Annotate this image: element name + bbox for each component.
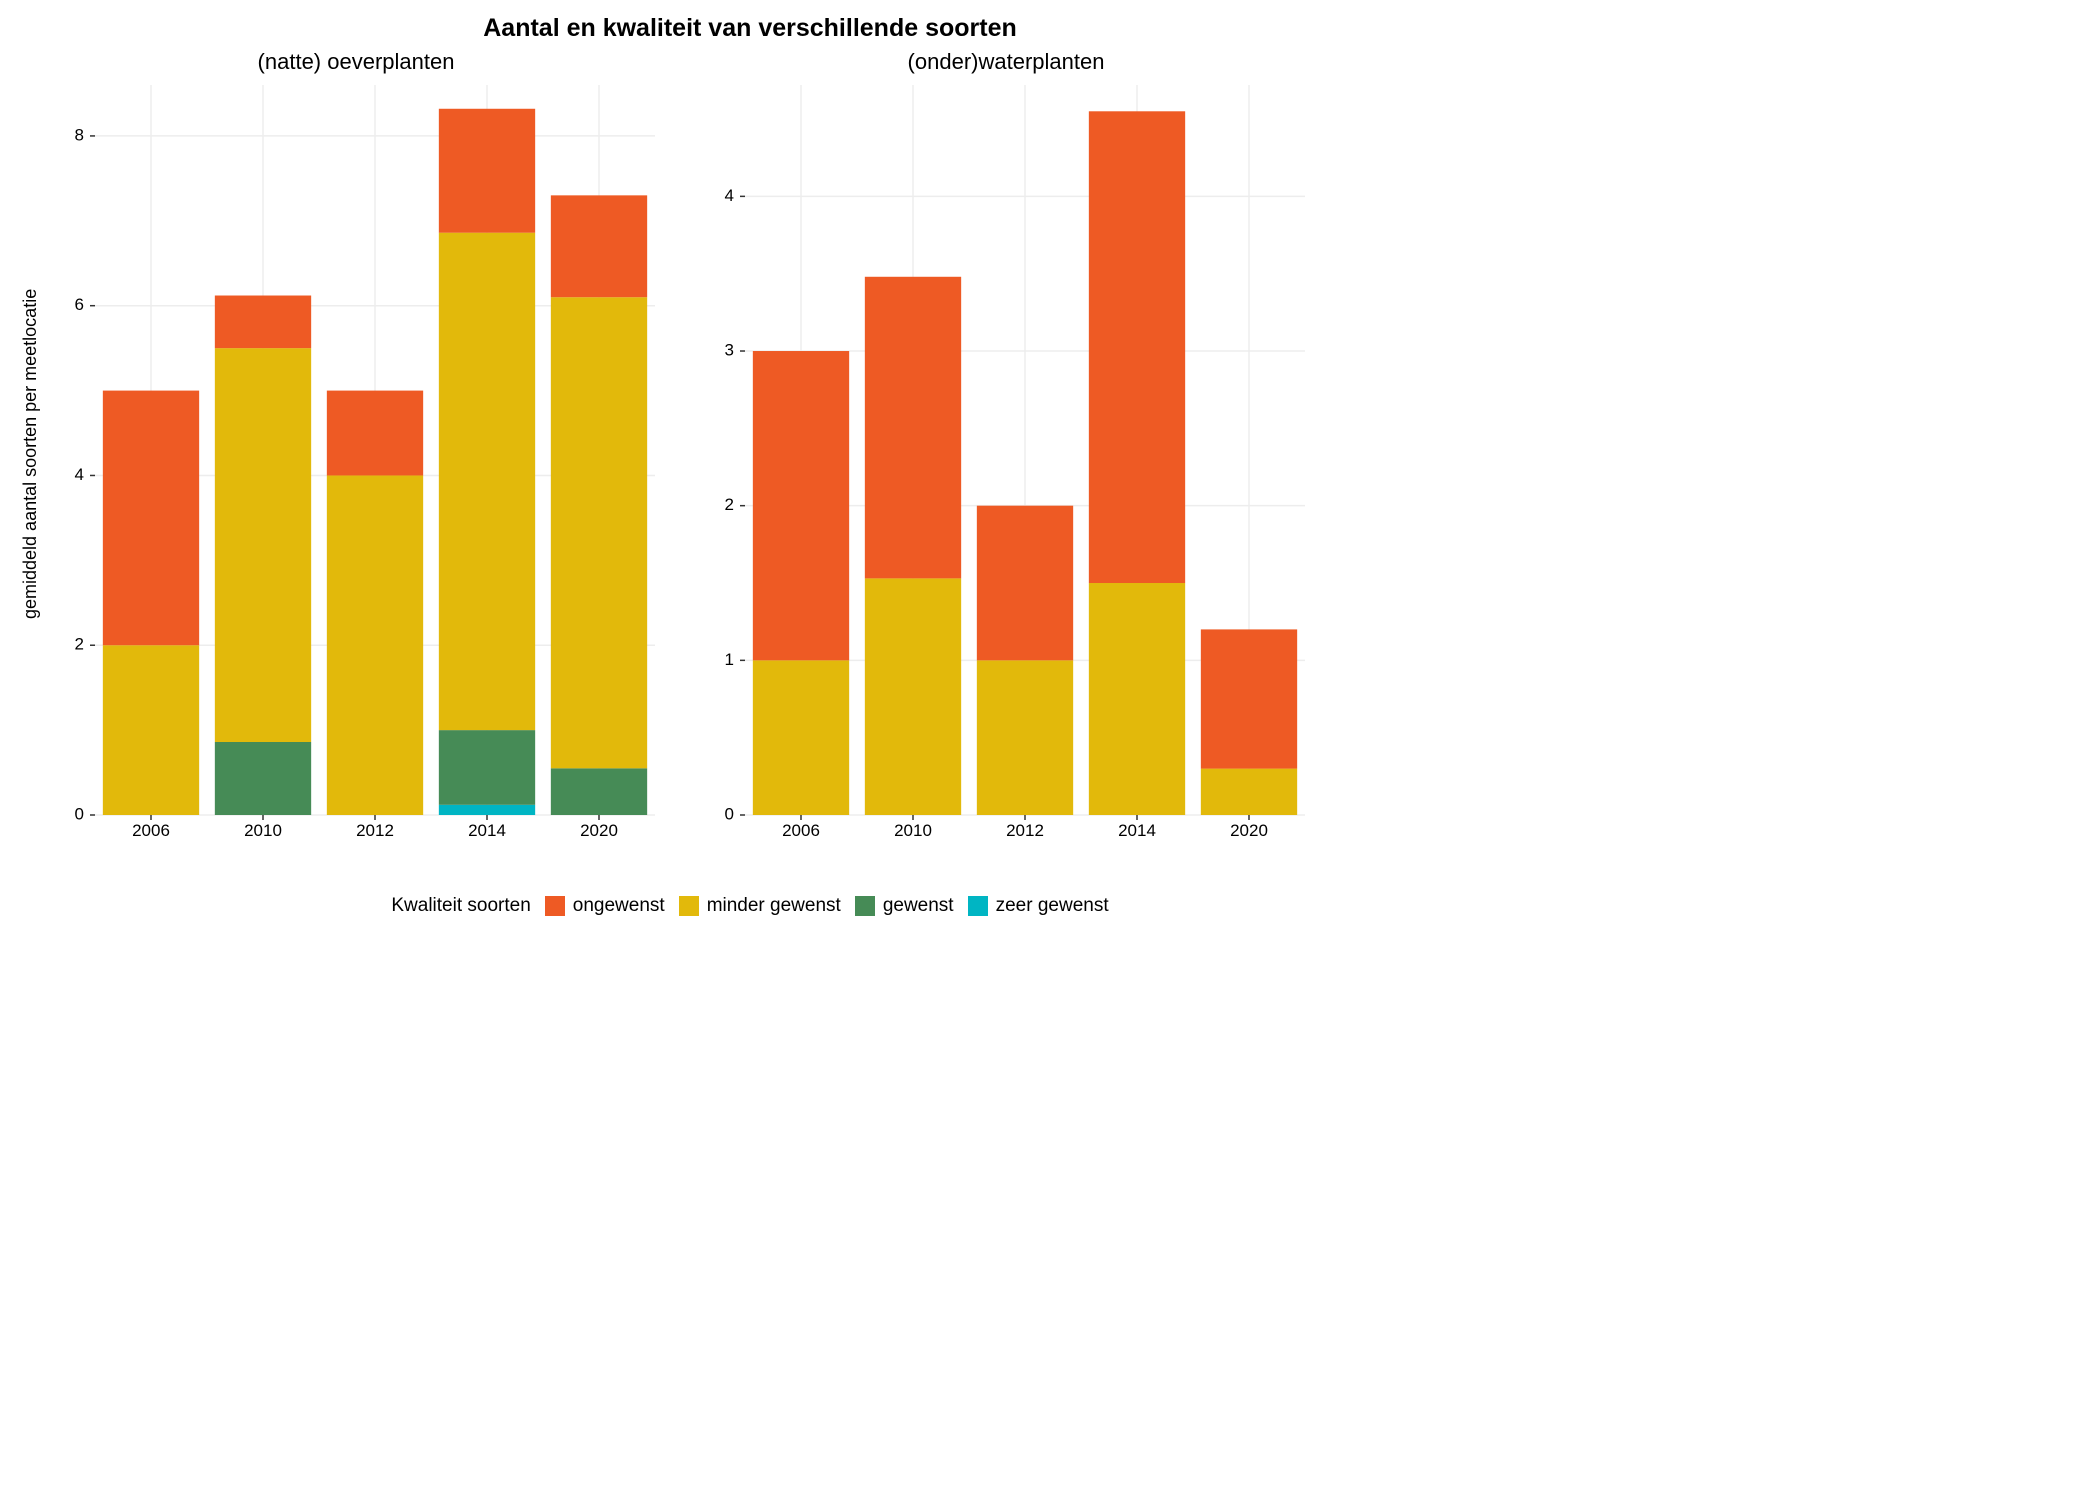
legend-item-zeer_gewenst: zeer gewenst	[968, 895, 1109, 917]
y-tick-label: 8	[75, 125, 84, 144]
facet-panel-waterplanten: (onder)waterplanten 0 1 2 3 4 2006 2010 2012 2014…	[691, 49, 1321, 859]
x-tick-label: 2006	[782, 821, 820, 840]
facet-panels-container: (natte) oeverplanten02468200620102012201…	[41, 49, 1321, 859]
bar-segment	[215, 348, 311, 742]
bar-segment	[753, 660, 849, 815]
facet-plot-oeverplanten: 0 2 4 6 8 2006 2010 2012 2014 2020	[41, 79, 671, 859]
x-tick-label: 2014	[1118, 821, 1156, 840]
bar-segment	[103, 645, 199, 815]
y-axis-ticks: 0 2 4 6 8	[75, 125, 95, 823]
y-tick-label: 4	[75, 465, 84, 484]
bar-segment	[1201, 629, 1297, 768]
facet-title-oeverplanten: (natte) oeverplanten	[41, 49, 671, 75]
y-tick-label: 1	[725, 650, 734, 669]
chart-body: gemiddeld aantal soorten per meetlocatie…	[14, 49, 1486, 859]
legend-swatch-icon	[968, 896, 988, 916]
legend-swatch-icon	[855, 896, 875, 916]
legend-item-gewenst: gewenst	[855, 895, 954, 917]
bar-segment	[865, 578, 961, 815]
bar-segment	[327, 475, 423, 815]
facet-title-waterplanten: (onder)waterplanten	[691, 49, 1321, 75]
bar-segment	[865, 277, 961, 579]
legend: Kwaliteit soorten ongewenst minder gewens…	[14, 895, 1486, 917]
x-tick-label: 2012	[356, 821, 394, 840]
facet-plot-waterplanten: 0 1 2 3 4 2006 2010 2012 2014 2020	[691, 79, 1321, 859]
y-axis-title: gemiddeld aantal soorten per meetlocatie	[14, 49, 41, 859]
x-axis-ticks: 2006 2010 2012 2014 2020	[782, 815, 1268, 840]
x-tick-label: 2010	[894, 821, 932, 840]
x-tick-label: 2020	[1230, 821, 1268, 840]
chart-main-title: Aantal en kwaliteit van verschillende so…	[14, 14, 1486, 43]
bar-segment	[1089, 111, 1185, 583]
facet-panel-oeverplanten: (natte) oeverplanten 0 2 4 6 8 2006 2010 2012 201…	[41, 49, 671, 859]
bar-segment	[103, 391, 199, 646]
y-tick-label: 2	[75, 635, 84, 654]
legend-item-minder_gewenst: minder gewenst	[679, 895, 841, 917]
legend-label: minder gewenst	[707, 895, 841, 917]
y-axis-ticks: 0 1 2 3 4	[725, 186, 745, 824]
bar-segment	[1089, 583, 1185, 815]
x-tick-label: 2006	[132, 821, 170, 840]
legend-title: Kwaliteit soorten	[391, 895, 530, 917]
y-tick-label: 0	[75, 804, 84, 823]
bar-segment	[439, 233, 535, 730]
y-tick-label: 0	[725, 804, 734, 823]
bar-segment	[551, 768, 647, 815]
legend-label: ongewenst	[573, 895, 665, 917]
bar-segment	[1201, 769, 1297, 815]
bar-segment	[551, 195, 647, 297]
y-tick-label: 3	[725, 341, 734, 360]
legend-item-ongewenst: ongewenst	[545, 895, 665, 917]
legend-label: gewenst	[883, 895, 954, 917]
legend-swatch-icon	[679, 896, 699, 916]
legend-swatch-icon	[545, 896, 565, 916]
y-tick-label: 4	[725, 186, 734, 205]
y-tick-label: 2	[725, 495, 734, 514]
bar-segment	[327, 391, 423, 476]
bar-segment	[215, 742, 311, 815]
bar-segment	[551, 297, 647, 768]
x-tick-label: 2014	[468, 821, 506, 840]
bar-segment	[215, 296, 311, 349]
legend-label: zeer gewenst	[996, 895, 1109, 917]
bar-segment	[439, 805, 535, 815]
bar-segment	[977, 506, 1073, 661]
bar-segment	[439, 109, 535, 233]
x-tick-label: 2010	[244, 821, 282, 840]
bar-segment	[439, 730, 535, 805]
y-tick-label: 6	[75, 295, 84, 314]
bar-segment	[753, 351, 849, 660]
x-axis-ticks: 2006 2010 2012 2014 2020	[132, 815, 618, 840]
bar-segment	[977, 660, 1073, 815]
x-tick-label: 2012	[1006, 821, 1044, 840]
x-tick-label: 2020	[580, 821, 618, 840]
